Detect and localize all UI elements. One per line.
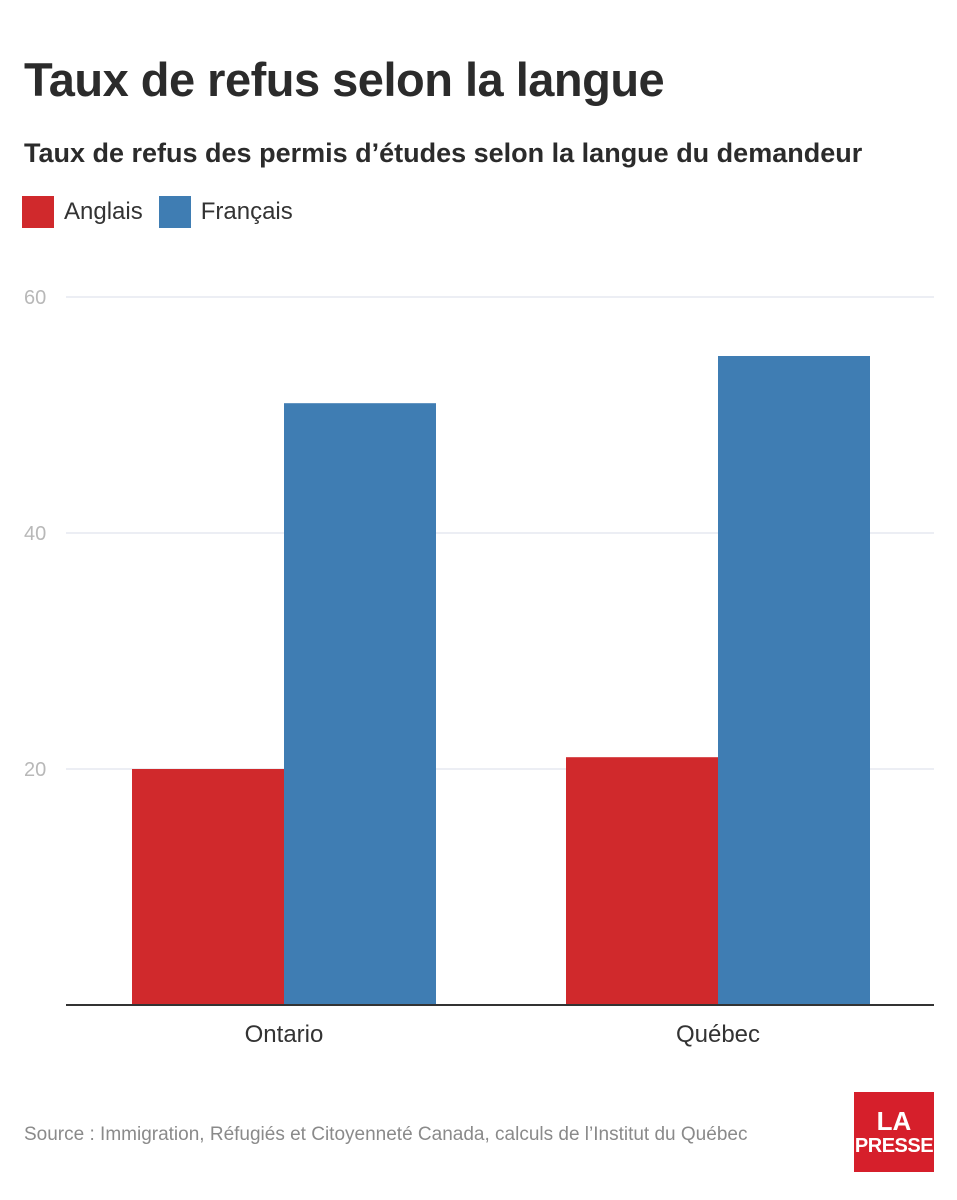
x-tick-label-ontario: Ontario [245, 1021, 324, 1048]
legend-label-francais: Français [200, 198, 293, 225]
bar-ontario-anglais [132, 769, 284, 1005]
y-tick-label-40: 40 [24, 523, 46, 545]
legend-label-anglais: Anglais [64, 198, 143, 225]
legend-swatch-francais [158, 196, 191, 228]
logo-line-2: PRESSE [854, 1135, 934, 1157]
legend-swatch-anglais [22, 196, 54, 228]
bar-qubec-anglais [566, 757, 718, 1005]
legend-item-francais: Français [158, 196, 293, 228]
bar-ontario-franais [284, 403, 436, 1005]
source-note: Source : Immigration, Réfugiés et Citoye… [24, 1124, 748, 1145]
chart-subtitle: Taux de refus des permis d’études selon … [24, 138, 863, 168]
legend-item-anglais: Anglais [22, 196, 143, 228]
la-presse-logo: LA PRESSE [854, 1092, 934, 1172]
chart-title: Taux de refus selon la langue [24, 53, 665, 106]
bar-chart: 20 40 60 Ontario Québec [24, 287, 934, 1048]
legend: Anglais Français [22, 196, 309, 228]
y-tick-label-60: 60 [24, 287, 46, 309]
bar-qubec-franais [718, 356, 870, 1005]
x-tick-label-qubec: Québec [676, 1021, 760, 1048]
y-tick-label-20: 20 [24, 759, 46, 781]
logo-line-1: LA [876, 1106, 912, 1136]
